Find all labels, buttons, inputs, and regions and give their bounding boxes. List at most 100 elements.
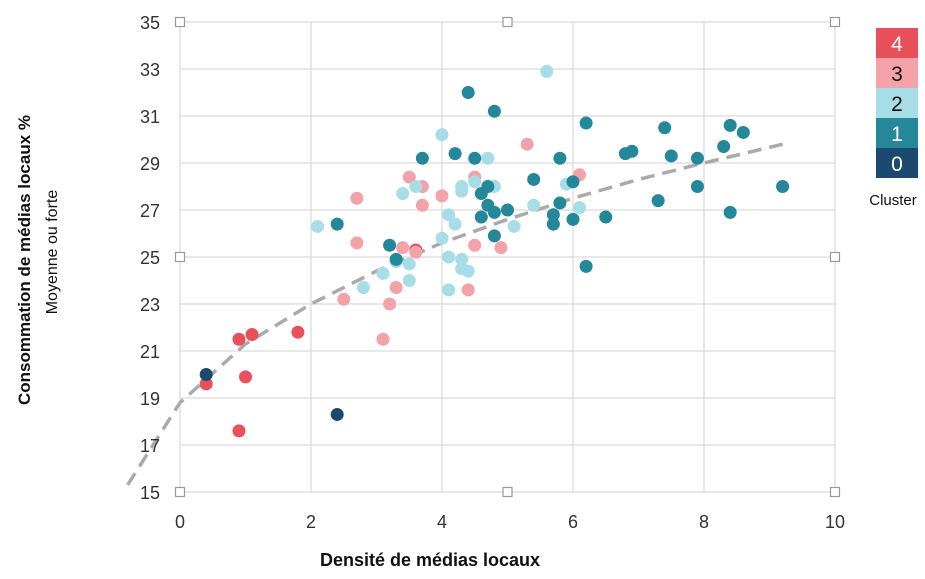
x-tick-label: 0 (175, 512, 185, 532)
data-point-cluster-1 (625, 144, 639, 158)
data-point-cluster-3 (494, 241, 508, 255)
data-point-cluster-1 (717, 140, 731, 154)
x-tick-label: 10 (825, 512, 845, 532)
x-tick-label: 4 (437, 512, 447, 532)
data-point-cluster-1 (566, 212, 580, 226)
data-point-cluster-3 (415, 198, 429, 212)
data-point-cluster-4 (245, 328, 259, 342)
data-point-cluster-1 (389, 252, 403, 266)
data-point-cluster-2 (461, 264, 475, 278)
data-point-cluster-2 (448, 217, 462, 231)
y-tick-label: 31 (140, 107, 160, 127)
data-point-cluster-1 (723, 205, 737, 219)
data-point-cluster-2 (507, 219, 521, 233)
data-point-cluster-3 (461, 283, 475, 297)
data-point-cluster-3 (389, 281, 403, 295)
y-tick-label: 23 (140, 295, 160, 315)
data-point-cluster-1 (579, 116, 593, 130)
data-point-cluster-1 (664, 149, 678, 163)
data-point-cluster-1 (690, 180, 704, 193)
resize-handle[interactable] (502, 16, 513, 28)
data-point-cluster-2 (455, 252, 469, 266)
y-tick-label: 33 (140, 60, 160, 80)
y-tick-label: 35 (140, 13, 160, 33)
legend-swatch-3 (876, 58, 918, 88)
data-point-cluster-3 (350, 191, 364, 205)
data-point-cluster-1 (415, 151, 429, 165)
data-point-cluster-1 (553, 196, 567, 210)
y-tick-label: 29 (140, 154, 160, 174)
legend-swatch-2 (876, 88, 918, 118)
data-point-cluster-2 (409, 180, 423, 193)
data-point-cluster-3 (435, 189, 449, 203)
data-point-cluster-2 (442, 283, 456, 297)
legend-label-2: 2 (891, 93, 903, 116)
x-tick-label: 2 (306, 512, 316, 532)
data-point-cluster-1 (383, 238, 397, 252)
data-point-cluster-1 (527, 172, 541, 186)
legend-label-0: 0 (891, 153, 903, 176)
resize-handle[interactable] (502, 486, 513, 498)
y-tick-label: 17 (140, 436, 160, 456)
data-point-cluster-2 (311, 219, 325, 233)
data-point-cluster-3 (468, 238, 482, 252)
data-point-cluster-1 (487, 205, 501, 219)
data-point-cluster-3 (376, 332, 390, 346)
data-point-cluster-3 (337, 292, 351, 306)
y-axis-title: Consommation de médias locaux % (15, 115, 34, 406)
data-point-cluster-4 (291, 325, 305, 339)
data-point-cluster-2 (455, 184, 469, 198)
data-point-cluster-3 (396, 241, 410, 255)
data-point-cluster-4 (232, 424, 246, 438)
legend-swatch-0 (876, 148, 918, 178)
data-point-cluster-2 (442, 208, 456, 222)
data-point-cluster-2 (376, 266, 390, 280)
y-tick-label: 27 (140, 201, 160, 221)
data-point-cluster-1 (566, 175, 580, 189)
trendline-group (126, 142, 784, 486)
data-point-cluster-2 (442, 250, 456, 264)
data-point-cluster-2 (540, 64, 554, 78)
data-point-cluster-2 (527, 198, 541, 212)
y-axis-ticks: 15 17 19 21 23 25 27 29 31 33 35 (140, 13, 160, 503)
data-points (199, 64, 790, 438)
resize-handle[interactable] (174, 251, 186, 263)
data-point-cluster-1 (690, 151, 704, 165)
data-point-cluster-4 (199, 377, 213, 391)
data-point-cluster-1 (553, 151, 567, 165)
data-point-cluster-4 (239, 370, 252, 384)
y-tick-label: 19 (140, 389, 160, 409)
resize-handle[interactable] (829, 251, 841, 263)
data-point-cluster-1 (546, 217, 560, 231)
y-tick-label: 25 (140, 248, 160, 268)
legend-label-1: 1 (891, 123, 903, 146)
data-point-cluster-1 (487, 229, 501, 243)
legend-swatch-4 (876, 28, 918, 58)
data-point-cluster-1 (599, 210, 613, 224)
resize-handle[interactable] (174, 486, 186, 498)
resize-handle[interactable] (829, 16, 841, 28)
resize-handle[interactable] (174, 16, 186, 28)
data-point-cluster-0 (330, 407, 344, 421)
data-point-cluster-1 (448, 147, 462, 161)
data-point-cluster-4 (232, 332, 246, 346)
data-point-cluster-3 (402, 170, 416, 184)
data-point-cluster-3 (350, 236, 364, 250)
data-point-cluster-1 (487, 104, 501, 118)
data-point-cluster-2 (573, 201, 587, 215)
data-point-cluster-1 (723, 118, 737, 132)
legend-swatch-1 (876, 118, 918, 148)
x-tick-label: 8 (699, 512, 709, 532)
data-point-cluster-1 (474, 210, 488, 224)
data-point-cluster-1 (736, 125, 750, 139)
cluster-legend: 4 3 2 1 0 (876, 28, 918, 178)
data-point-cluster-2 (468, 175, 482, 189)
data-point-cluster-2 (356, 281, 370, 295)
resize-handle[interactable] (829, 486, 841, 498)
legend-label-3: 3 (891, 63, 903, 86)
selection-handles (174, 16, 841, 498)
data-point-cluster-1 (330, 217, 344, 231)
legend-title: Cluster (869, 192, 917, 209)
x-tick-label: 6 (568, 512, 578, 532)
